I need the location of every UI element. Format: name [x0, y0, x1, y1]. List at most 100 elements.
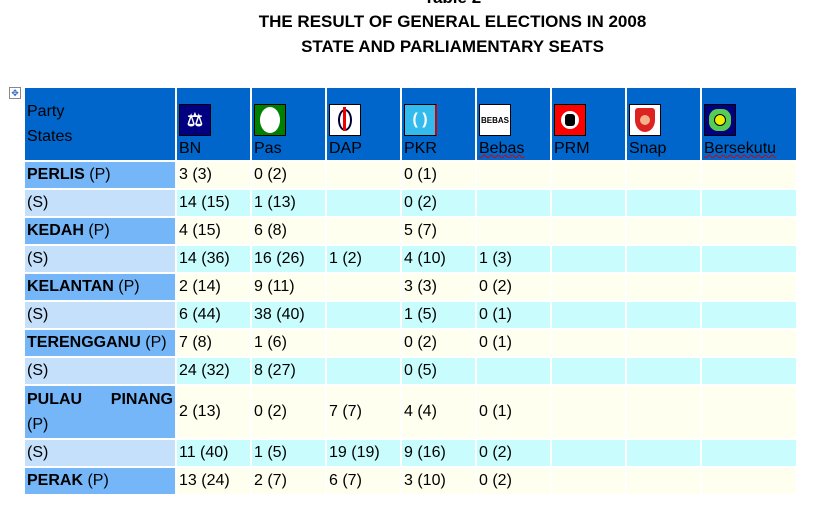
seat-cell-dap: [327, 162, 400, 188]
state-cell: TERENGGANU (P): [25, 330, 175, 356]
seat-cell-dap: [327, 190, 400, 216]
election-results-table: Party States ⚖ BN Pas DAP ( ) PKR BEBAS Bebas PRM…: [23, 86, 798, 496]
seat-cell-bn: 14 (15): [177, 190, 250, 216]
table-row: KELANTAN (P) 2 (14) 9 (11) 3 (3) 0 (2): [25, 274, 796, 300]
seat-cell-pkr: 0 (2): [402, 330, 475, 356]
seat-type: (S): [27, 306, 49, 323]
header-pkr: ( ) PKR: [402, 88, 475, 160]
bebas-text-logo-icon: BEBAS: [479, 104, 511, 136]
seat-cell-pkr: 1 (5): [402, 302, 475, 328]
table-row: PULAU PINANG (P) 2 (13) 0 (2) 7 (7) 4 (4) 0 (…: [25, 386, 796, 438]
seat-cell-snap: [627, 386, 700, 438]
header-party-states: Party States: [25, 88, 175, 160]
state-name: PULAU PINANG: [27, 391, 173, 408]
seat-cell-dap: 1 (2): [327, 246, 400, 272]
seat-cell-pkr: 3 (3): [402, 274, 475, 300]
state-name: KEDAH: [27, 222, 84, 239]
seat-cell-bn: 2 (14): [177, 274, 250, 300]
states-label: States: [27, 128, 73, 145]
seat-cell-bersekutu: [702, 468, 796, 494]
table-row: (S) 14 (15) 1 (13) 0 (2): [25, 190, 796, 216]
seat-cell-dap: [327, 358, 400, 384]
header-row: Party States ⚖ BN Pas DAP ( ) PKR BEBAS Bebas PRM…: [25, 88, 796, 160]
seat-cell-dap: [327, 302, 400, 328]
seat-type: (P): [88, 222, 110, 239]
seat-cell-bersekutu: [702, 358, 796, 384]
seat-cell-pkr: 0 (5): [402, 358, 475, 384]
seat-cell-bebas: 0 (1): [477, 386, 550, 438]
seat-cell-prm: [552, 468, 625, 494]
seat-cell-bebas: 0 (1): [477, 302, 550, 328]
seat-type: (S): [27, 194, 49, 211]
table-row: KEDAH (P) 4 (15) 6 (8) 5 (7): [25, 218, 796, 244]
seat-cell-pas: 38 (40): [252, 302, 325, 328]
seat-cell-pkr: 5 (7): [402, 218, 475, 244]
seat-cell-snap: [627, 330, 700, 356]
state-cell: PERAK (P): [25, 468, 175, 494]
rocket-logo-icon: [329, 104, 361, 136]
seat-cell-prm: [552, 440, 625, 466]
state-cell: PERLIS (P): [25, 162, 175, 188]
seat-cell-bebas: 0 (2): [477, 440, 550, 466]
seat-cell-snap: [627, 274, 700, 300]
seat-cell-pkr: 3 (10): [402, 468, 475, 494]
seat-cell-bn: 13 (24): [177, 468, 250, 494]
seat-cell-bn: 4 (15): [177, 218, 250, 244]
state-cell: (S): [25, 246, 175, 272]
state-cell: KELANTAN (P): [25, 274, 175, 300]
seat-cell-dap: [327, 330, 400, 356]
seat-cell-pas: 0 (2): [252, 162, 325, 188]
seat-type: (P): [145, 334, 167, 351]
seat-cell-snap: [627, 190, 700, 216]
map-logo-icon: [704, 104, 736, 136]
seat-cell-pas: 9 (11): [252, 274, 325, 300]
seat-cell-dap: 19 (19): [327, 440, 400, 466]
seat-cell-bebas: 0 (2): [477, 274, 550, 300]
table-row: TERENGGANU (P) 7 (8) 1 (6) 0 (2) 0 (1): [25, 330, 796, 356]
seat-type: (S): [27, 250, 49, 267]
seat-cell-pas: 1 (5): [252, 440, 325, 466]
seat-cell-bersekutu: [702, 274, 796, 300]
seat-cell-bn: 3 (3): [177, 162, 250, 188]
seat-cell-dap: 6 (7): [327, 468, 400, 494]
page-title: THE RESULT OF GENERAL ELECTIONS IN 2008: [258, 12, 647, 31]
seat-cell-dap: [327, 218, 400, 244]
header-bn: ⚖ BN: [177, 88, 250, 160]
table-move-handle-icon[interactable]: ✥: [9, 87, 21, 99]
seat-cell-prm: [552, 190, 625, 216]
eye-logo-icon: ( ): [404, 104, 437, 136]
seat-cell-prm: [552, 302, 625, 328]
seat-cell-prm: [552, 162, 625, 188]
seat-cell-pkr: 0 (1): [402, 162, 475, 188]
state-name: PERLIS: [27, 166, 85, 183]
seat-cell-bebas: 0 (1): [477, 330, 550, 356]
seat-cell-snap: [627, 162, 700, 188]
seat-cell-bersekutu: [702, 190, 796, 216]
seat-cell-dap: 7 (7): [327, 386, 400, 438]
party-label: Party: [27, 103, 65, 120]
seat-cell-bersekutu: [702, 246, 796, 272]
seat-cell-snap: [627, 302, 700, 328]
seat-cell-bebas: [477, 218, 550, 244]
party-name: Pas: [254, 140, 282, 157]
seat-cell-pas: 1 (6): [252, 330, 325, 356]
page-subtitle: STATE AND PARLIAMENTARY SEATS: [301, 37, 604, 56]
state-cell: (S): [25, 302, 175, 328]
party-name: Snap: [629, 140, 667, 157]
state-cell: (S): [25, 190, 175, 216]
seat-type: (S): [27, 444, 49, 461]
seat-cell-bersekutu: [702, 302, 796, 328]
seat-cell-prm: [552, 274, 625, 300]
state-name: PERAK: [27, 472, 84, 489]
party-name: PKR: [404, 140, 437, 157]
seat-type: (P): [87, 472, 109, 489]
seat-cell-pkr: 0 (2): [402, 190, 475, 216]
bull-head-logo-icon: [554, 104, 586, 136]
seat-cell-snap: [627, 246, 700, 272]
seat-cell-snap: [627, 218, 700, 244]
seat-cell-pas: 2 (7): [252, 468, 325, 494]
header-bebas: BEBAS Bebas: [477, 88, 550, 160]
state-cell: (S): [25, 440, 175, 466]
seat-cell-bersekutu: [702, 386, 796, 438]
seat-type: (S): [27, 362, 49, 379]
